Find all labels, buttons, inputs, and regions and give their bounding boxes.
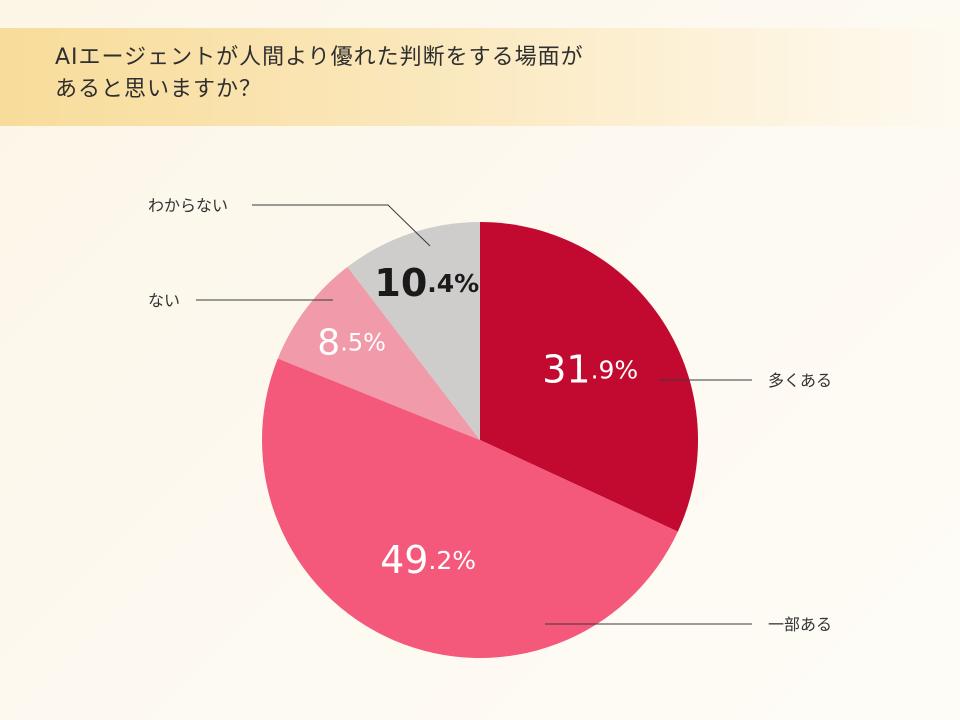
pie-slice-4 xyxy=(347,222,480,440)
pie-value-label-2: 49.2% xyxy=(380,538,476,582)
category-label-2: 一部ある xyxy=(768,615,832,634)
pie-value-dec-4: .4% xyxy=(427,269,479,298)
pie-slices xyxy=(262,222,698,658)
leader-line-4 xyxy=(252,204,431,247)
pie-value-dec-1: .9% xyxy=(591,355,639,384)
pie-value-dec-2: .2% xyxy=(428,546,476,575)
pie-slice-2 xyxy=(262,358,678,658)
chart-title-line-1: AIエージェントが人間より優れた判断をする場面が xyxy=(55,45,584,70)
category-label-4: わからない xyxy=(148,196,228,215)
pie-value-label-1: 31.9% xyxy=(542,348,638,392)
pie-value-dec-3: .5% xyxy=(340,328,386,356)
percentage-labels: 31.9% 49.2% 8.5% 10.4% xyxy=(317,261,638,582)
pie-slice-3 xyxy=(277,266,480,440)
pie-value-int-1: 31 xyxy=(542,348,590,392)
pie-value-int-3: 8 xyxy=(317,322,340,363)
leader-lines xyxy=(196,204,752,625)
title-band: AIエージェントが人間より優れた判断をする場面が あると思いますか？ xyxy=(0,28,960,126)
pie-value-int-4: 10 xyxy=(374,261,427,305)
pie-value-label-4: 10.4% xyxy=(374,261,479,305)
pie-value-label-3: 8.5% xyxy=(317,322,386,363)
chart-title: AIエージェントが人間より優れた判断をする場面が あると思いますか？ xyxy=(55,42,584,106)
pie-value-int-2: 49 xyxy=(380,538,428,582)
pie-slice-1 xyxy=(480,222,698,532)
category-label-1: 多くある xyxy=(768,371,832,390)
chart-title-line-2: あると思いますか？ xyxy=(55,77,263,102)
category-label-3: ない xyxy=(148,291,180,310)
